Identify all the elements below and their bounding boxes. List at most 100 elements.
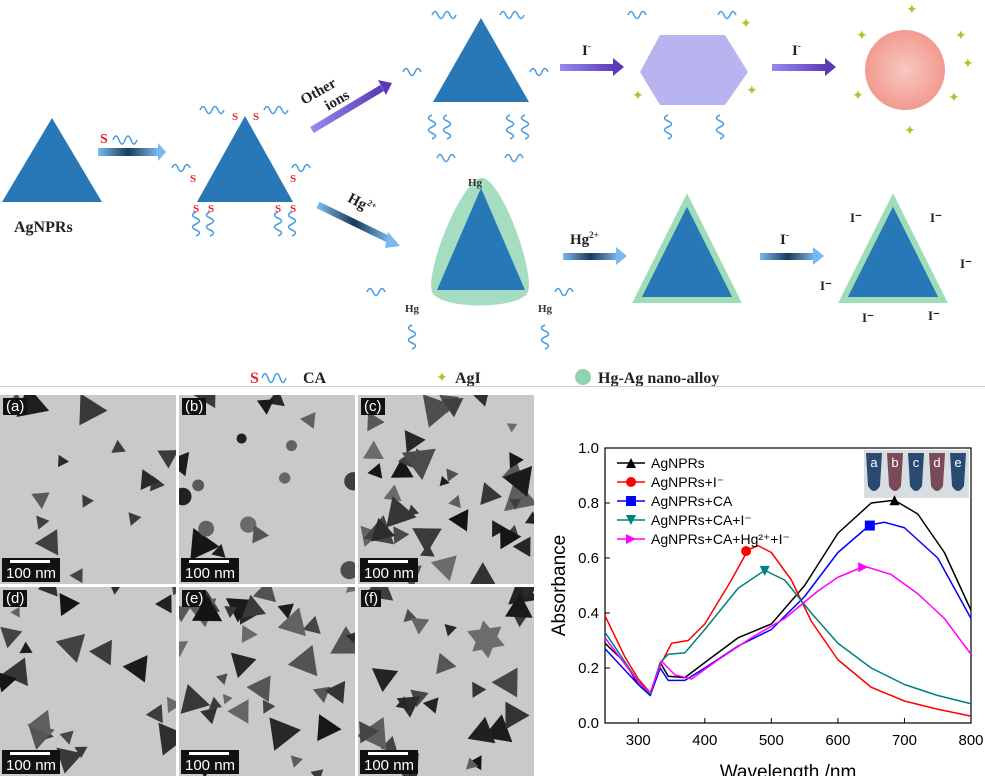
svg-text:✦: ✦ — [852, 87, 864, 103]
y-tick-label: 0.8 — [578, 495, 599, 512]
tem-particles — [5, 395, 176, 584]
x-tick-label: 400 — [692, 732, 717, 749]
legend-label: AgNPRs+CA+Hg²⁺+I⁻ — [651, 531, 790, 547]
svg-text:I-: I- — [780, 230, 789, 248]
svg-text:✦: ✦ — [904, 122, 916, 138]
svg-text:S: S — [193, 203, 199, 215]
x-axis-label: Wavelength /nm — [720, 762, 857, 776]
series-marker — [759, 565, 770, 576]
svg-text:I⁻: I⁻ — [850, 210, 862, 225]
legend-marker — [626, 458, 636, 468]
svg-text:S: S — [208, 203, 214, 215]
panel-label: (d) — [3, 590, 28, 607]
legend-ca: CA — [303, 370, 327, 386]
x-tick-label: 700 — [892, 732, 917, 749]
x-tick-label: 300 — [626, 732, 651, 749]
svg-text:✦: ✦ — [962, 55, 974, 71]
svg-text:I⁻: I⁻ — [960, 256, 972, 271]
etched-sphere — [865, 30, 945, 110]
scale-bar: 100 nm — [181, 558, 240, 582]
tube — [950, 453, 966, 491]
legend-marker — [626, 477, 636, 487]
y-axis-label: Absorbance — [549, 535, 570, 636]
svg-text:Hg2+: Hg2+ — [345, 189, 379, 218]
scale-bar: 100 nm — [360, 750, 419, 774]
agi-markers: ✦ ✦ ✦ ✦ ✦ ✦ ✦ ✦ ✦ ✦ — [632, 1, 974, 138]
tube-label: e — [954, 455, 961, 470]
tem-panel: (f) 100 nm — [358, 587, 534, 776]
svg-text:S: S — [100, 132, 108, 147]
series-marker — [864, 520, 875, 531]
legend-label: AgNPRs+I⁻ — [651, 474, 724, 490]
panel-label: (e) — [182, 590, 207, 607]
tube — [908, 453, 924, 491]
tem-particles — [358, 587, 534, 776]
series-line — [604, 544, 972, 717]
svg-text:S: S — [275, 203, 281, 215]
tem-particles — [360, 395, 534, 584]
tube — [887, 453, 903, 491]
svg-text:✦: ✦ — [906, 1, 918, 17]
etched-hexagon — [640, 35, 748, 105]
legend-agi: AgI — [455, 370, 481, 386]
svg-text:I⁻: I⁻ — [820, 278, 832, 293]
legend-marker — [626, 496, 636, 506]
scale-label: 100 nm — [185, 757, 236, 774]
svg-text:✦: ✦ — [632, 87, 644, 103]
x-tick-label: 800 — [958, 732, 983, 749]
x-tick-label: 600 — [825, 732, 850, 749]
legend-marker — [626, 515, 636, 525]
svg-text:✦: ✦ — [856, 27, 868, 43]
ca-chains — [171, 105, 311, 237]
series-line — [604, 521, 972, 697]
agnprs-label: AgNPRs — [14, 219, 73, 236]
panel-label: (a) — [3, 398, 28, 415]
y-tick-label: 1.0 — [578, 440, 599, 457]
series-marker — [889, 495, 900, 506]
y-tick-label: 0.0 — [578, 715, 599, 732]
svg-text:Hg2+: Hg2+ — [570, 230, 599, 248]
panel-label: (f) — [361, 590, 382, 607]
series-marker — [858, 562, 869, 573]
svg-text:I-: I- — [582, 41, 591, 59]
scale-bar: 100 nm — [2, 750, 61, 774]
tube-label: d — [933, 455, 940, 470]
tem-panel: (e) 100 nm — [179, 587, 355, 776]
panel-label: (b) — [182, 398, 207, 415]
scale-bar: 100 nm — [181, 750, 240, 774]
panel-label: (c) — [361, 398, 385, 415]
svg-text:✦: ✦ — [436, 369, 448, 385]
svg-text:✦: ✦ — [955, 27, 967, 43]
tem-particles — [179, 395, 355, 580]
svg-text:S: S — [253, 111, 259, 123]
svg-text:I⁻: I⁻ — [930, 210, 942, 225]
svg-text:✦: ✦ — [948, 89, 960, 105]
svg-text:I-: I- — [792, 41, 801, 59]
svg-text:S: S — [290, 173, 296, 185]
legend-label: AgNPRs+CA — [651, 493, 733, 509]
scale-label: 100 nm — [6, 757, 57, 774]
tem-particles — [179, 587, 355, 776]
svg-text:S: S — [190, 173, 196, 185]
scale-bar: 100 nm — [2, 558, 61, 582]
svg-text:Hg: Hg — [405, 303, 420, 315]
svg-text:Hg: Hg — [538, 303, 553, 315]
svg-text:I⁻: I⁻ — [862, 310, 874, 325]
legend-alloy: Hg-Ag nano-alloy — [598, 370, 719, 386]
svg-text:I⁻: I⁻ — [928, 308, 940, 323]
scale-label: 100 nm — [364, 757, 415, 774]
scale-bar: 100 nm — [360, 558, 419, 582]
tube — [866, 453, 882, 491]
tem-particles — [0, 587, 176, 774]
ca-coated-triangle — [197, 116, 293, 202]
series-line — [604, 569, 972, 705]
scale-label: 100 nm — [364, 565, 415, 582]
svg-text:Hg: Hg — [468, 177, 483, 189]
svg-text:S: S — [232, 111, 238, 123]
scale-label: 100 nm — [185, 565, 236, 582]
tem-panel: (d) 100 nm — [0, 587, 176, 776]
agnpr-triangle — [2, 118, 102, 202]
tem-panel: (b) 100 nm — [179, 395, 355, 584]
